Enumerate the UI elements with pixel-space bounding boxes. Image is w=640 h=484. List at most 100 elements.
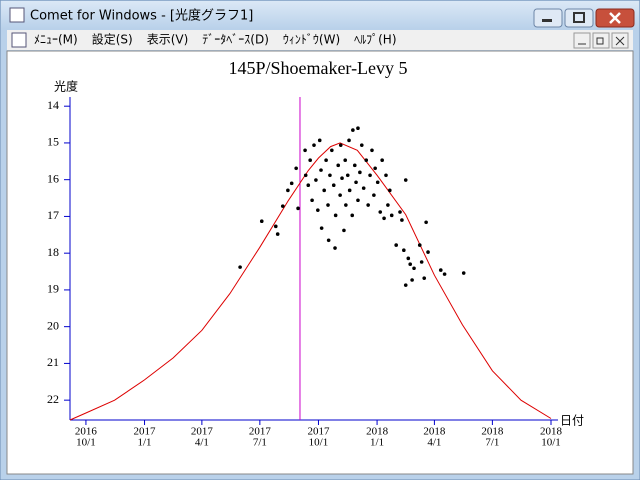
data-point	[380, 158, 384, 163]
menu-bar	[7, 30, 633, 50]
x-tick-label: 2018	[366, 426, 389, 438]
data-point	[347, 188, 352, 193]
y-tick-label: 14	[47, 98, 59, 112]
minimize-button[interactable]	[533, 8, 563, 28]
close-icon	[609, 12, 621, 24]
menu: ﾒﾆｭｰ(M) 設定(S) 表示(V) ﾃﾞｰﾀﾍﾞｰｽ(D) ｳｨﾝﾄﾞｳ(W) ﾍﾙﾌ…	[34, 32, 397, 47]
data-point	[378, 210, 383, 214]
menu-item[interactable]: 表示(V)	[147, 33, 189, 47]
data-point	[398, 210, 402, 214]
y-axis-label: 光度	[54, 79, 78, 94]
data-point	[326, 238, 331, 243]
data-point	[326, 203, 330, 207]
data-point	[343, 158, 348, 163]
mdi-restore[interactable]	[592, 32, 610, 49]
data-point	[410, 278, 414, 282]
data-point	[408, 262, 412, 266]
data-point	[358, 170, 362, 175]
data-point	[345, 173, 350, 178]
data-point	[333, 246, 337, 250]
data-point	[361, 186, 366, 190]
data-point	[336, 163, 341, 168]
x-tick-label: 7/1	[485, 437, 499, 449]
data-point	[340, 176, 344, 181]
data-point	[388, 188, 392, 193]
data-point	[319, 226, 324, 230]
data-point	[296, 206, 300, 211]
data-point	[294, 166, 298, 171]
data-point	[394, 243, 398, 247]
mdi-minimize[interactable]	[573, 32, 591, 49]
data-point	[303, 148, 307, 153]
data-point	[238, 265, 242, 269]
x-tick-label: 1/1	[138, 437, 152, 449]
x-tick-label: 2017	[191, 426, 214, 438]
data-point	[289, 181, 294, 186]
menu-item[interactable]: ﾃﾞｰﾀﾍﾞｰｽ(D)	[202, 33, 269, 47]
y-tick-label: 22	[47, 392, 59, 406]
data-point	[386, 203, 390, 207]
data-point	[438, 268, 443, 272]
data-point	[273, 224, 278, 229]
menu-item[interactable]: 設定(S)	[92, 32, 133, 47]
title-bar	[1, 1, 639, 29]
data-point	[373, 166, 377, 171]
data-point	[350, 213, 355, 218]
x-tick-label: 10/1	[541, 437, 561, 449]
chart-title: 145P/Shoemaker-Levy 5	[228, 58, 407, 78]
minimize-icon	[542, 19, 552, 22]
data-point	[403, 283, 408, 287]
maximize-button[interactable]	[564, 8, 594, 28]
data-point	[314, 178, 318, 182]
data-point	[312, 143, 316, 147]
data-point	[259, 219, 264, 224]
child-icon	[11, 32, 27, 48]
y-tick-label: 15	[47, 135, 59, 149]
data-point	[382, 216, 386, 221]
x-tick-label: 2018	[423, 426, 446, 438]
data-point	[384, 173, 388, 178]
menu-item[interactable]: ﾍﾙﾌﾟ(H)	[354, 33, 396, 47]
data-point	[338, 193, 342, 197]
data-point	[319, 168, 323, 172]
x-tick-label: 1/1	[370, 437, 384, 449]
data-point	[328, 173, 332, 178]
data-point	[344, 203, 348, 207]
data-point	[424, 220, 428, 225]
maximize-icon	[573, 12, 585, 23]
x-tick-label: 2017	[307, 426, 330, 438]
data-point	[368, 173, 372, 178]
data-point	[322, 188, 326, 193]
data-point	[338, 143, 343, 147]
y-tick-label: 21	[47, 355, 59, 369]
data-point	[324, 158, 328, 163]
data-point	[370, 148, 374, 153]
data-point	[330, 148, 334, 153]
data-point	[366, 203, 370, 207]
data-point	[280, 204, 285, 208]
data-point	[303, 173, 308, 178]
mdi-buttons	[573, 32, 629, 49]
x-tick-label: 2017	[134, 426, 157, 438]
data-point	[426, 250, 430, 254]
data-point	[352, 163, 357, 168]
menu-item[interactable]: ﾒﾆｭｰ(M)	[34, 33, 78, 47]
data-point	[356, 198, 360, 203]
data-point	[354, 180, 358, 185]
fit-curve	[69, 142, 552, 421]
window-title: Comet for Windows - [光度グラフ1]	[30, 8, 253, 24]
x-tick-label: 4/1	[195, 437, 209, 449]
x-tick-label: 10/1	[76, 437, 96, 449]
chart-area	[6, 50, 634, 475]
data-point	[461, 271, 466, 275]
menu-item[interactable]: ｳｨﾝﾄﾞｳ(W)	[283, 33, 340, 47]
data-point	[333, 213, 338, 218]
data-point	[372, 193, 376, 197]
data-point	[316, 208, 320, 212]
data-point	[375, 180, 380, 185]
data-point	[310, 198, 314, 203]
data-point	[286, 188, 290, 193]
data-point	[275, 232, 280, 236]
data-point	[402, 248, 406, 253]
data-point	[308, 158, 312, 163]
